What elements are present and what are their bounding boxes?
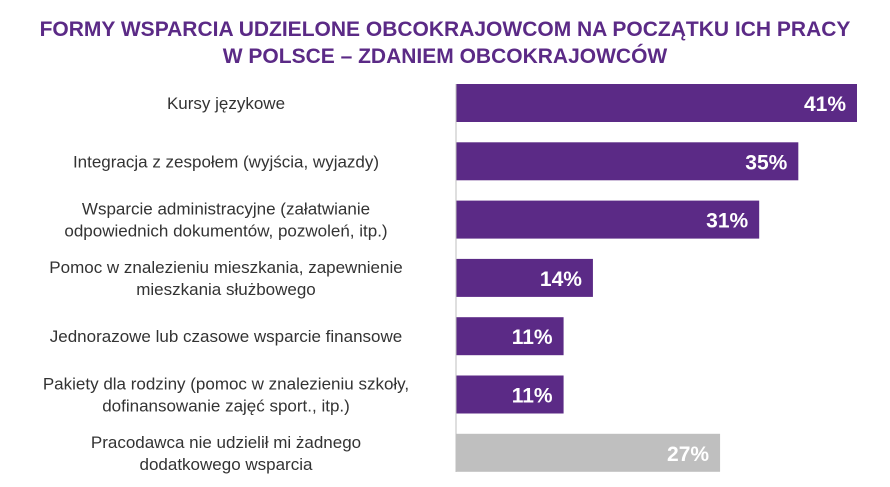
bar-value-label-2: 35% [745, 151, 787, 174]
category-label-4-line-1: Pomoc w znalezieniu mieszkania, zapewnie… [49, 258, 402, 277]
bar-6 [456, 375, 564, 414]
category-label-6-line-1: Pakiety dla rodziny (pomoc w znalezieniu… [43, 375, 409, 394]
category-labels-group: Kursy językowe Integracja z zespołem (wyj… [43, 94, 409, 474]
chart-title: FORMY WSPARCIA UDZIELONE OBCOKRAJOWCOM N… [0, 16, 890, 70]
category-label-2-line-1: Integracja z zespołem (wyjścia, wyjazdy) [73, 152, 379, 171]
category-label-4: Pomoc w znalezieniu mieszkania, zapewnie… [49, 258, 402, 299]
category-label-7: Pracodawca nie udzielił mi żadnego dodatk… [91, 433, 361, 474]
chart-title-line-2: W POLSCE – ZDANIEM OBCOKRAJOWCÓW [222, 45, 668, 68]
bar-2 [456, 142, 799, 181]
category-label-7-line-1: Pracodawca nie udzielił mi żadnego [91, 433, 361, 452]
category-label-5-line-1: Jednorazowe lub czasowe wsparcie finanso… [50, 327, 402, 346]
chart-title-line-1: FORMY WSPARCIA UDZIELONE OBCOKRAJOWCOM N… [39, 18, 851, 41]
bars-group: 41% 35% 31% 14% 11% 11% 27% [456, 84, 857, 472]
bar-5 [456, 317, 564, 356]
bar-value-label-3: 31% [706, 210, 748, 233]
bar-value-label-7: 27% [667, 443, 709, 466]
category-label-1: Kursy językowe [167, 94, 285, 113]
bar-7 [456, 433, 721, 472]
category-label-2: Integracja z zespołem (wyjścia, wyjazdy) [73, 152, 379, 171]
category-label-7-line-2: dodatkowego wsparcia [140, 455, 313, 474]
bar-value-label-1: 41% [804, 93, 846, 116]
bar-value-label-5: 11% [512, 326, 553, 349]
bar-value-label-4: 14% [540, 268, 582, 291]
category-label-3-line-2: odpowiednich dokumentów, pozwoleń, itp.) [64, 222, 387, 241]
bar-3 [456, 200, 760, 239]
category-label-3-line-1: Wsparcie administracyjne (załatwianie [82, 200, 370, 219]
bar-value-label-6: 11% [512, 385, 553, 408]
category-label-4-line-2: mieszkania służbowego [136, 280, 316, 299]
bar-1 [456, 84, 857, 122]
category-label-6: Pakiety dla rodziny (pomoc w znalezieniu… [43, 375, 409, 416]
category-label-6-line-2: dofinansowanie zajęć sport., itp.) [102, 397, 350, 416]
category-label-1-line-1: Kursy językowe [167, 94, 285, 113]
bar-4 [456, 258, 593, 297]
category-label-3: Wsparcie administracyjne (załatwianie odp… [64, 200, 387, 241]
category-label-5: Jednorazowe lub czasowe wsparcie finanso… [50, 327, 402, 346]
